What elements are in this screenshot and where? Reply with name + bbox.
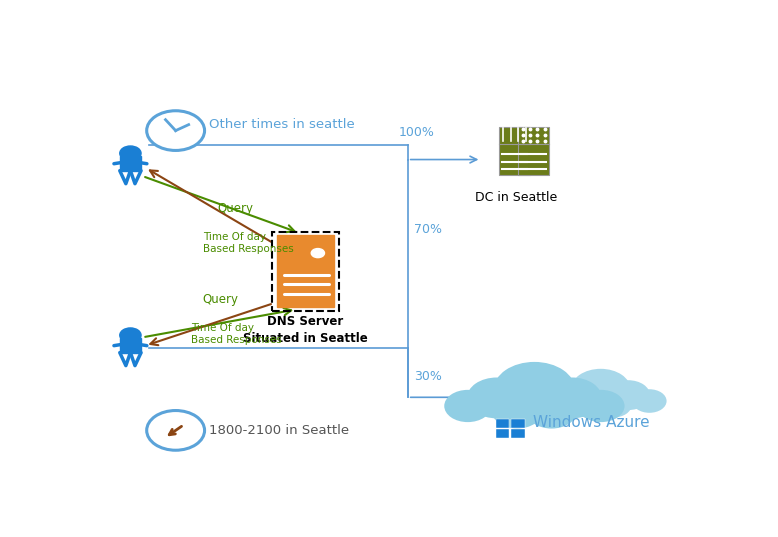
Text: Query: Query xyxy=(218,202,254,215)
Circle shape xyxy=(467,378,527,418)
Text: Time Of day
Based Responses: Time Of day Based Responses xyxy=(191,323,282,345)
Bar xyxy=(120,156,141,171)
Circle shape xyxy=(595,393,632,418)
Circle shape xyxy=(534,389,569,413)
Text: DNS Server
Situated in Seattle: DNS Server Situated in Seattle xyxy=(243,315,368,345)
Bar xyxy=(518,127,549,175)
Circle shape xyxy=(633,389,667,413)
Circle shape xyxy=(120,146,141,161)
Circle shape xyxy=(311,249,324,258)
Bar xyxy=(496,418,510,427)
Text: DC in Seattle: DC in Seattle xyxy=(475,191,557,204)
Circle shape xyxy=(147,410,205,450)
Circle shape xyxy=(527,394,576,429)
Bar xyxy=(511,418,524,427)
Circle shape xyxy=(571,369,630,410)
Circle shape xyxy=(492,394,542,429)
Circle shape xyxy=(577,390,625,422)
Circle shape xyxy=(606,380,650,410)
Circle shape xyxy=(552,380,595,410)
Text: Other times in seattle: Other times in seattle xyxy=(209,118,355,131)
Circle shape xyxy=(120,328,141,343)
Bar xyxy=(499,127,530,175)
Circle shape xyxy=(569,393,606,418)
Text: Query: Query xyxy=(203,293,239,306)
Bar xyxy=(277,235,334,307)
Text: Windows Azure: Windows Azure xyxy=(533,416,649,431)
Circle shape xyxy=(493,362,575,418)
Text: 70%: 70% xyxy=(414,223,442,236)
Bar xyxy=(496,429,510,438)
Bar xyxy=(272,231,338,311)
Bar xyxy=(120,338,141,353)
Circle shape xyxy=(444,390,491,422)
Circle shape xyxy=(542,378,602,418)
Text: 1800-2100 in Seattle: 1800-2100 in Seattle xyxy=(209,424,349,437)
Text: Time Of day
Based Responses: Time Of day Based Responses xyxy=(203,232,293,255)
Circle shape xyxy=(147,111,205,150)
Text: 30%: 30% xyxy=(414,370,442,383)
Bar xyxy=(511,429,524,438)
Text: 100%: 100% xyxy=(398,126,435,139)
